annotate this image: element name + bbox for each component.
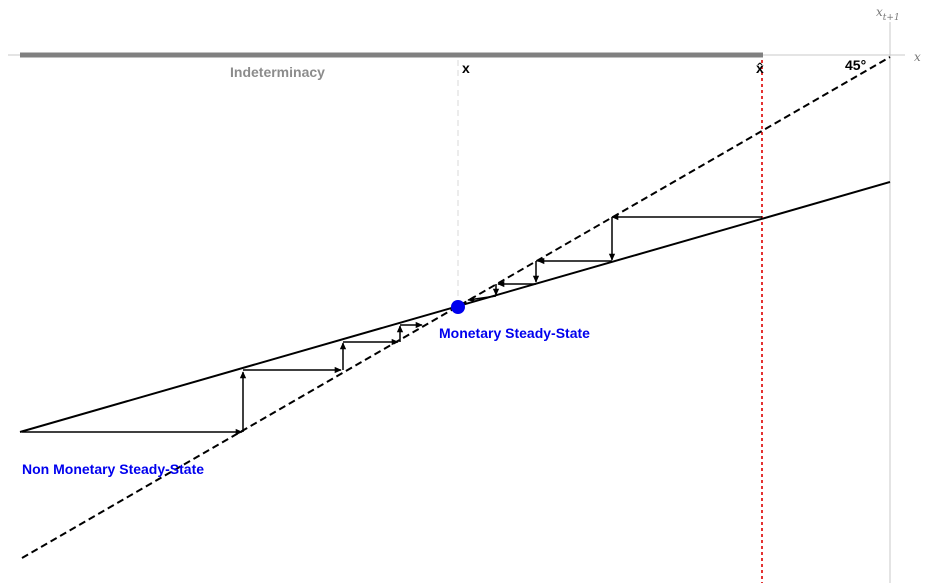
y-axis-label: xt+1 <box>876 5 900 23</box>
x-hat-marker-label: x̂ <box>756 60 764 76</box>
indeterminacy-label: Indeterminacy <box>230 64 325 80</box>
cobweb-left <box>22 321 423 436</box>
monetary-steady-state-point <box>451 300 465 314</box>
cobweb-arrow <box>467 295 497 303</box>
x-marker-label: x <box>462 60 470 76</box>
y-axis-label-subscript: t+1 <box>883 13 900 23</box>
angle-label: 45° <box>845 57 866 73</box>
y-axis-label-base: x <box>876 5 883 19</box>
cobweb-right <box>467 213 762 303</box>
monetary-steady-state-label: Monetary Steady-State <box>439 325 590 341</box>
x-axis-label: x <box>914 50 921 64</box>
non-monetary-steady-state-label: Non Monetary Steady-State <box>22 461 204 477</box>
